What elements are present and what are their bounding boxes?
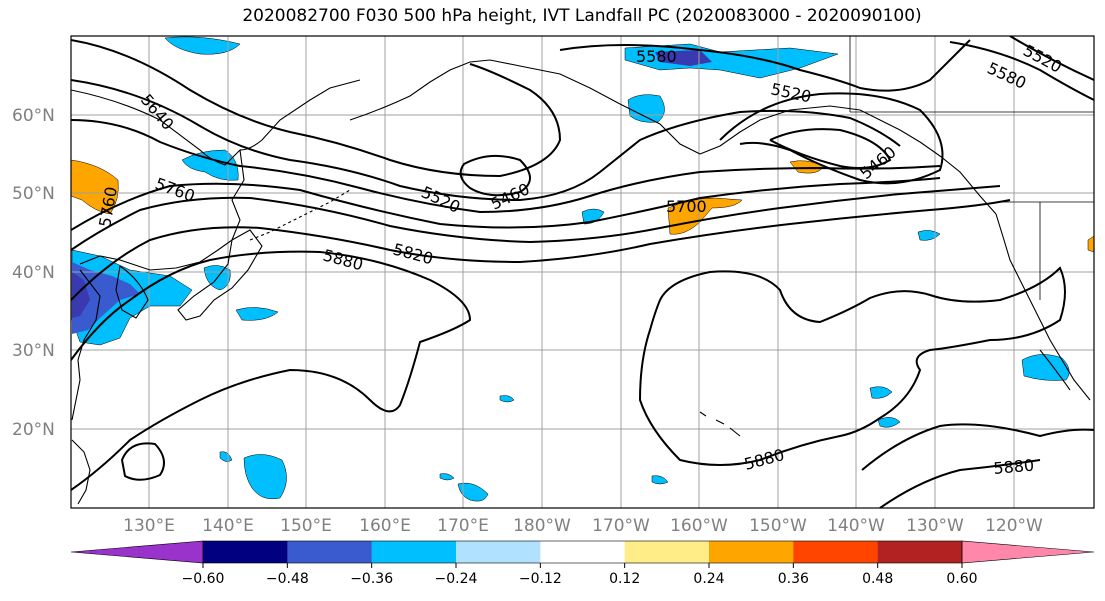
colorbar-segment <box>371 541 457 563</box>
height-contours <box>71 36 1094 508</box>
ivt-negative-region <box>1021 354 1070 381</box>
ivt-negative-region <box>877 417 901 428</box>
japan-coast <box>177 229 263 321</box>
lat-label: 60°N <box>12 106 55 126</box>
lon-label: 130°W <box>906 516 964 536</box>
contour-5460-low <box>459 154 531 197</box>
colorbar-tick-label: −0.36 <box>350 571 393 587</box>
hawaii-islands <box>699 411 741 437</box>
colorbar-extend-max <box>961 540 1095 564</box>
alaska-coast <box>349 59 701 155</box>
lat-label: 50°N <box>12 184 55 204</box>
contour-5880-se <box>861 423 1094 471</box>
contour-5760 <box>71 185 1001 251</box>
ivt-positive-region <box>71 159 119 215</box>
ivt-positive-region <box>1087 235 1094 253</box>
ivt-negative-region <box>869 386 893 399</box>
colorbar-tick-label: 0.36 <box>778 571 809 587</box>
contour-5700 <box>71 177 941 231</box>
colorbar-segment <box>624 541 710 563</box>
ivt-negative-region <box>627 94 665 123</box>
lon-label: 150°E <box>280 516 332 536</box>
contour-5520 <box>71 39 562 178</box>
colorbar-tick-label: 0.24 <box>693 571 724 587</box>
contour-5640 <box>71 119 941 214</box>
kamchatka-coast <box>239 79 361 151</box>
alaska-peninsula <box>699 105 997 215</box>
contour-label: 5880 <box>993 456 1035 478</box>
china-coast <box>71 269 101 421</box>
colorbar-tick-label: 0.60 <box>946 571 977 587</box>
lon-label: 160°E <box>359 516 411 536</box>
colorbar-segment <box>540 541 626 563</box>
colorbar-tick-label: −0.60 <box>182 571 225 587</box>
colorbar-segment <box>877 541 963 563</box>
contour-label: 5700 <box>666 197 707 216</box>
colorbar-tick-label: −0.12 <box>519 571 562 587</box>
longitude-axis: 130°E 140°E 150°E 160°E 170°E 180°W 170°… <box>123 516 1043 536</box>
contour-5580 <box>71 79 901 202</box>
contour-5580-ne <box>1009 36 1094 81</box>
colorbar-segment <box>456 541 541 563</box>
ivt-negative-strong <box>72 272 90 318</box>
ivt-negative-region <box>164 36 241 55</box>
lat-label: 30°N <box>12 341 55 361</box>
colorbar-tick-label: 0.48 <box>862 571 893 587</box>
contour-5520-ne <box>949 41 1094 101</box>
lat-label: 40°N <box>12 263 55 283</box>
lon-label: 140°E <box>202 516 254 536</box>
ivt-negative-region <box>235 307 279 321</box>
lon-label: 180°W <box>513 516 571 536</box>
latitude-axis: 60°N 50°N 40°N 30°N 20°N <box>12 106 55 440</box>
contour-5880-east <box>638 266 1066 466</box>
contour-ring <box>120 442 165 481</box>
map-title: 2020082700 F030 500 hPa height, IVT Land… <box>242 6 922 26</box>
colorbar-segment <box>287 541 373 563</box>
philippines-coast <box>71 439 91 505</box>
ivt-negative-region <box>181 149 239 181</box>
colorbar: −0.60 −0.48 −0.36 −0.24 −0.12 0.12 0.24 0.36 0.4… <box>70 540 1095 587</box>
northwest-america-coast <box>995 213 1091 401</box>
colorbar-tick-label: −0.48 <box>266 571 309 587</box>
contour-5820 <box>71 199 1011 301</box>
ivt-negative-region <box>651 475 669 485</box>
lon-label: 170°E <box>437 516 489 536</box>
lon-label: 170°W <box>592 516 650 536</box>
lon-label: 160°W <box>670 516 728 536</box>
lon-label: 140°W <box>827 516 885 536</box>
contour-5880 <box>71 250 472 491</box>
ivt-negative-region <box>581 208 605 225</box>
lat-label: 20°N <box>12 420 55 440</box>
colorbar-extend-min <box>70 540 204 564</box>
colorbar-outline <box>202 540 963 564</box>
ivt-negative-region <box>243 454 287 500</box>
ivt-negative-region <box>457 482 489 502</box>
colorbar-tick-label: −0.24 <box>435 571 478 587</box>
lon-label: 130°E <box>123 516 175 536</box>
lon-label: 120°W <box>985 516 1043 536</box>
ivt-negative-strong <box>655 50 712 66</box>
map-frame <box>70 35 1095 509</box>
ivt-negative-region <box>439 473 455 481</box>
contour-5880-se2 <box>879 459 1041 508</box>
baja-coast <box>1039 349 1071 391</box>
contour-label: 5580 <box>636 47 677 66</box>
colorbar-tick-label: 0.12 <box>609 571 640 587</box>
contour-5580-north <box>559 39 971 92</box>
contour-5460-east <box>769 128 892 169</box>
ivt-negative-strong <box>72 262 140 334</box>
ivt-negative-region <box>219 451 233 462</box>
colorbar-segment <box>709 541 794 563</box>
ivt-negative-region <box>499 395 515 403</box>
colorbar-segment <box>203 541 288 563</box>
lon-label: 150°W <box>749 516 807 536</box>
colorbar-segment <box>793 541 879 563</box>
